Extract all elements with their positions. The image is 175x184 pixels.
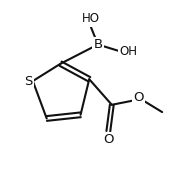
Text: S: S (24, 75, 33, 88)
Text: O: O (103, 133, 114, 146)
Text: OH: OH (119, 45, 137, 58)
Text: B: B (93, 38, 103, 51)
Text: O: O (134, 91, 144, 104)
Text: HO: HO (82, 13, 100, 25)
